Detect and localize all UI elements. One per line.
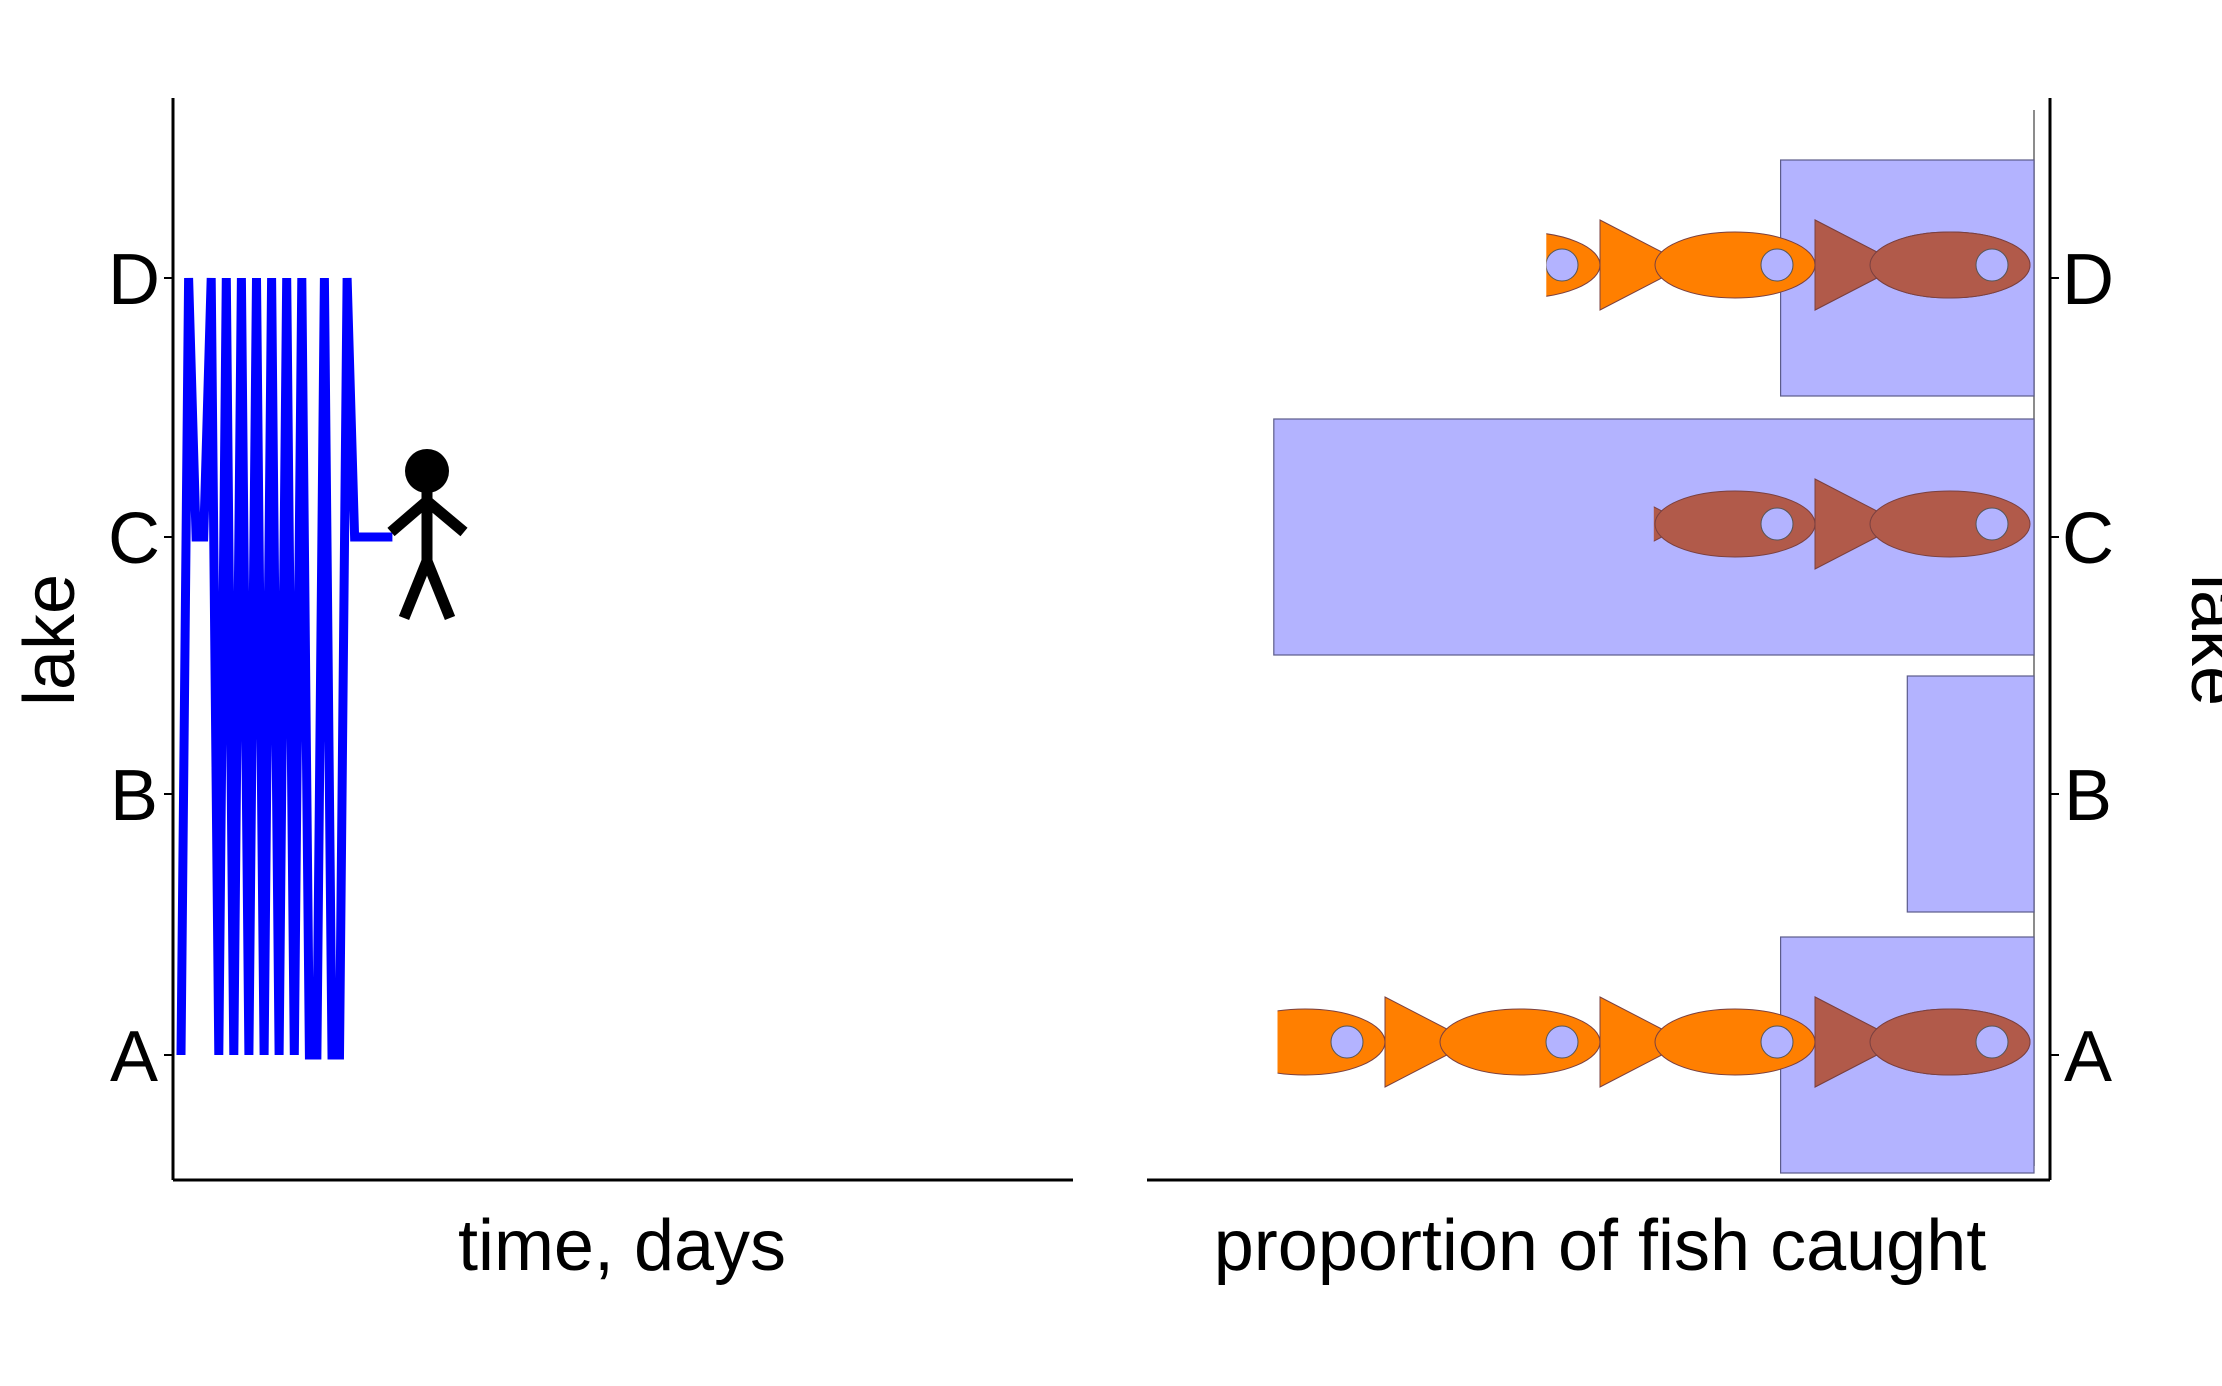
left-tick-label-A: A	[110, 1017, 158, 1097]
fish-icon-C-brown-1	[1653, 490, 1816, 558]
fish-row-A	[1277, 996, 2031, 1088]
bar-B	[1906, 675, 2035, 913]
fish-caught-chart: A B C D proportion of fish caught lake	[1147, 98, 2222, 1286]
fish-icon-D-brown-top-0	[1814, 219, 2031, 311]
stick-figure-icon	[387, 449, 468, 621]
right-tick-label-B: B	[2064, 756, 2112, 836]
fish-icon-A-orange-3	[1277, 1008, 1386, 1076]
fish-icon-D-orange-2	[1546, 233, 1601, 297]
left-tick-label-B: B	[110, 756, 158, 836]
right-tick-label-C: C	[2062, 499, 2114, 579]
right-x-axis-label: proportion of fish caught	[1214, 1206, 1987, 1286]
left-x-axis-label: time, days	[458, 1206, 786, 1286]
lake-timeline-chart: A B C D time, days lake	[10, 98, 1073, 1286]
fish-icon-D-orange-1	[1599, 219, 1816, 311]
fish-row-D	[1546, 219, 2031, 311]
fish-icon-A-orange-1	[1599, 996, 1816, 1088]
fish-icon-C-brown-0	[1814, 478, 2031, 570]
right-tick-label-D: D	[2062, 240, 2114, 320]
left-tick-label-C: C	[108, 499, 160, 579]
fish-icon-A-orange-2	[1384, 996, 1601, 1088]
fish-row-C	[1653, 478, 2031, 570]
right-y-axis-label: lake	[2176, 574, 2222, 706]
left-y-axis-label: lake	[10, 574, 90, 706]
right-tick-label-A: A	[2064, 1017, 2112, 1097]
lake-visit-line	[176, 277, 393, 1060]
fish-icon-A-brown-top-0	[1814, 996, 2031, 1088]
left-tick-label-D: D	[108, 240, 160, 320]
